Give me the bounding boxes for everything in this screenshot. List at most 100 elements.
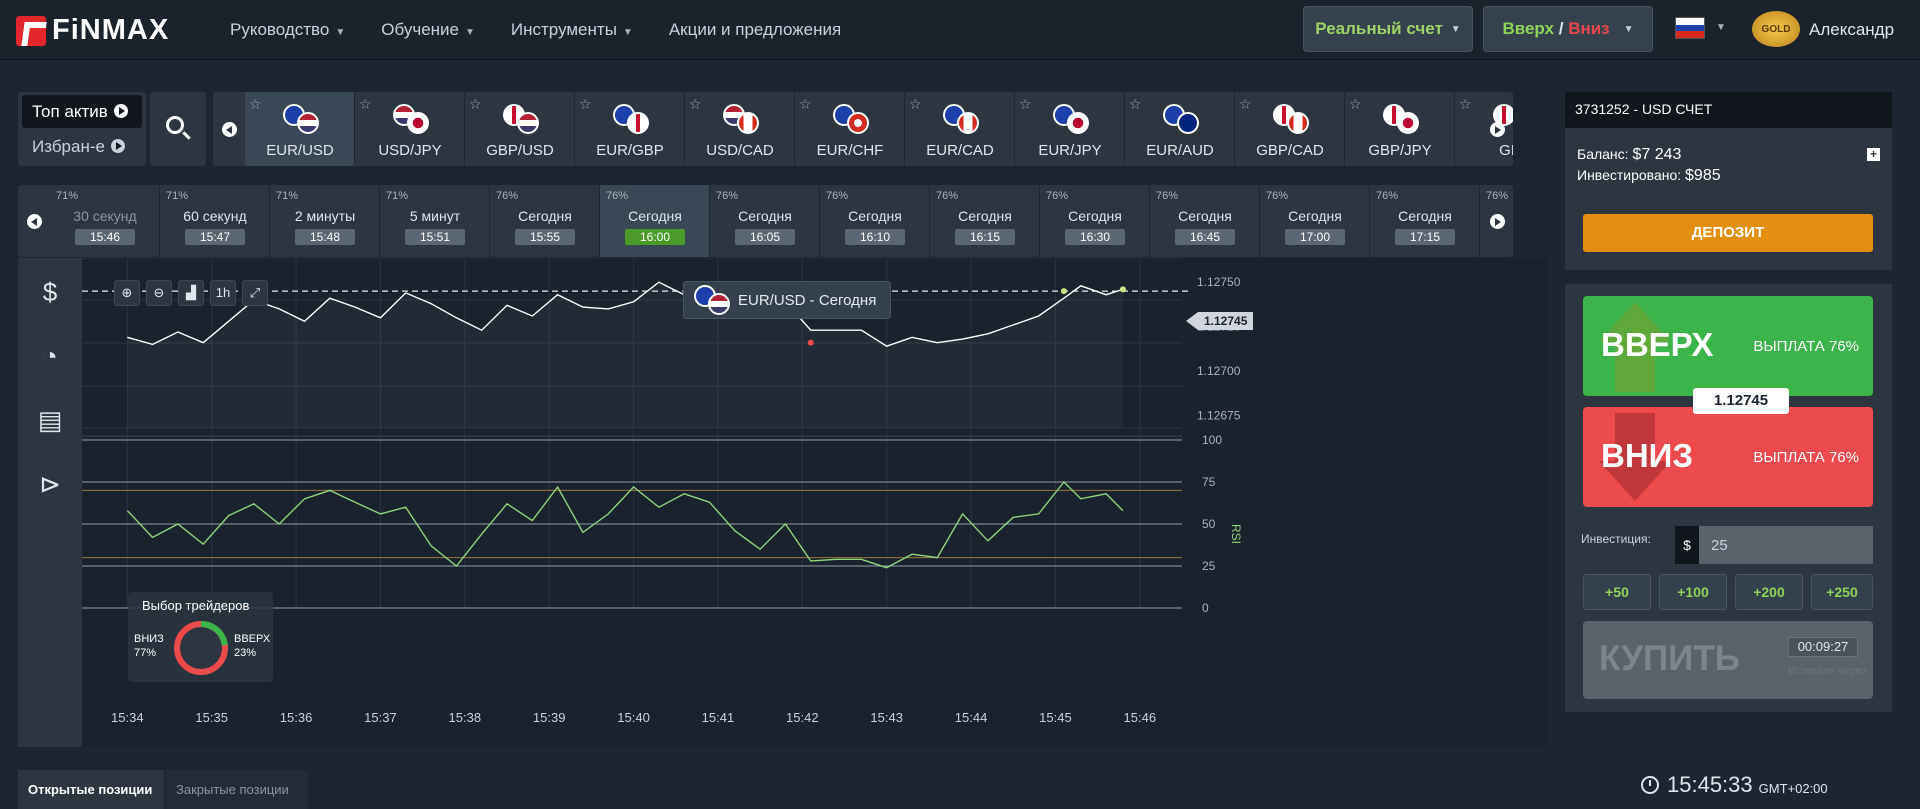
chevron-down-icon: ▼ (465, 27, 475, 38)
star-icon[interactable]: ☆ (469, 96, 482, 112)
nav-guide[interactable]: Руководство ▼ (230, 20, 346, 39)
star-icon[interactable]: ☆ (249, 96, 262, 112)
expiry-item[interactable]: 71% 60 секунд 15:47 (160, 185, 270, 257)
traders-down: ВНИЗ 77% (134, 633, 164, 659)
asset-name: EUR/GBP (596, 142, 664, 159)
username[interactable]: Александр (1809, 20, 1895, 39)
asset-name: GB (1499, 142, 1513, 159)
arrow-down-icon (1599, 461, 1671, 501)
time-tick-label: 15:42 (786, 710, 819, 725)
zoom-out-button[interactable]: ⊖ (146, 280, 172, 306)
expiry-item[interactable]: 76% Сегодня 16:15 (930, 185, 1040, 257)
asset-item[interactable]: ☆ GBP/USD (465, 92, 575, 166)
asset-name: EUR/JPY (1038, 142, 1102, 159)
currency-flags-icon (613, 104, 653, 136)
star-icon[interactable]: ☆ (579, 96, 592, 112)
put-down-button[interactable]: ВНИЗ ВЫПЛАТА 76% (1583, 407, 1873, 507)
asset-item[interactable]: ☆ GB (1455, 92, 1513, 166)
star-icon[interactable]: ☆ (1129, 96, 1142, 112)
expiry-item[interactable]: 76% Сегодня 17:15 (1370, 185, 1480, 257)
expiry-item[interactable]: 76% Сегодня 16:05 (710, 185, 820, 257)
star-icon[interactable]: ☆ (1459, 96, 1472, 112)
deposit-button[interactable]: ДЕПОЗИТ (1583, 214, 1873, 252)
star-icon[interactable]: ☆ (359, 96, 372, 112)
investment-input[interactable] (1699, 526, 1873, 564)
asset-list: ☆ EUR/USD ☆ USD/JPY ☆ GBP/USD ☆ EUR/GBP ☆ USD/CAD… (213, 92, 1513, 166)
quick-add-50-button[interactable]: +50 (1583, 574, 1651, 610)
expiry-item[interactable]: 71% 30 секунд 15:46 (50, 185, 160, 257)
asset-item[interactable]: ☆ EUR/JPY (1015, 92, 1125, 166)
clock-timezone: GMT+02:00 (1758, 780, 1828, 796)
quick-add-100-button[interactable]: +100 (1659, 574, 1727, 610)
arrow-up-icon (1599, 302, 1671, 342)
time-tick-label: 15:39 (533, 710, 566, 725)
arrow-left-icon (26, 213, 42, 229)
expiry-item[interactable]: 76% (1480, 185, 1513, 257)
expiry-time: 16:10 (845, 229, 905, 245)
asset-item[interactable]: ☆ EUR/GBP (575, 92, 685, 166)
buy-button[interactable]: КУПИТЬ 00:09:27 Истекает через (1583, 621, 1873, 699)
star-icon[interactable]: ☆ (689, 96, 702, 112)
tab-favorites[interactable]: Избран-е (22, 131, 142, 163)
quick-add-250-button[interactable]: +250 (1811, 574, 1873, 610)
eur-usd-flag-icon (694, 285, 730, 315)
asset-item[interactable]: ☆ GBP/CAD (1235, 92, 1345, 166)
rsi-tick-label: 50 (1202, 517, 1216, 531)
plus-icon[interactable]: + (1867, 148, 1880, 161)
tab-closed-positions[interactable]: Закрытые позиции (166, 770, 308, 809)
traders-choice-widget: Выбор трейдеров ВНИЗ 77% ВВЕРХ 23% (128, 592, 273, 682)
star-icon[interactable]: ☆ (1239, 96, 1252, 112)
asset-item[interactable]: ☆ USD/CAD (685, 92, 795, 166)
asset-item[interactable]: ☆ EUR/AUD (1125, 92, 1235, 166)
expiry-item[interactable]: 76% Сегодня 16:45 (1150, 185, 1260, 257)
traders-up: ВВЕРХ 23% (234, 633, 271, 659)
call-up-button[interactable]: ВВЕРХ ВЫПЛАТА 76% (1583, 296, 1873, 396)
expiry-time: 16:05 (735, 229, 795, 245)
language-flag-icon[interactable] (1675, 17, 1705, 39)
asset-name: GBP/CAD (1256, 142, 1324, 159)
tab-top-assets[interactable]: Топ актив (22, 95, 142, 128)
expiry-item[interactable]: 71% 5 минут 15:51 (380, 185, 490, 257)
account-type-button[interactable]: Реальный счет ▼ (1303, 6, 1473, 52)
asset-item[interactable]: ☆ EUR/CAD (905, 92, 1015, 166)
nav-education[interactable]: Обучение ▼ (381, 20, 475, 39)
star-icon[interactable]: ☆ (799, 96, 812, 112)
asset-name: USD/JPY (378, 142, 442, 159)
account-title: 3731252 - USD СЧЕТ (1565, 92, 1892, 128)
play-circle-icon[interactable]: ⊳ (39, 469, 61, 499)
tab-open-positions[interactable]: Открытые позиции (18, 770, 164, 809)
expiry-item[interactable]: 76% Сегодня 16:10 (820, 185, 930, 257)
coins-icon[interactable]: $ (42, 277, 58, 307)
price-chart[interactable]: 1.127501.127251.127001.126751007550250RS… (82, 258, 1548, 747)
expiry-item[interactable]: 76% Сегодня 15:55 (490, 185, 600, 257)
speedometer-icon[interactable]: ◔ (42, 341, 58, 371)
asset-item[interactable]: ☆ EUR/USD (245, 92, 355, 166)
logo[interactable]: FiNMAX (16, 14, 169, 47)
expiry-item[interactable]: 71% 2 минуты 15:48 (270, 185, 380, 257)
chevron-down-icon[interactable]: ▼ (1716, 22, 1726, 33)
quick-add-200-button[interactable]: +200 (1735, 574, 1803, 610)
expiry-next-button[interactable] (1481, 185, 1513, 257)
timeframe-button[interactable]: 1h (210, 280, 236, 306)
expiry-prev-button[interactable] (18, 185, 50, 257)
star-icon[interactable]: ☆ (1349, 96, 1362, 112)
expiry-item[interactable]: 76% Сегодня 16:00 (600, 185, 710, 257)
nav-promotions[interactable]: Акции и предложения (668, 20, 842, 39)
assets-prev-button[interactable] (213, 92, 245, 166)
asset-item[interactable]: ☆ USD/JPY (355, 92, 465, 166)
asset-item[interactable]: ☆ GBP/JPY (1345, 92, 1455, 166)
bar-chart-icon[interactable]: ▤ (37, 405, 63, 435)
zoom-in-button[interactable]: ⊕ (114, 280, 140, 306)
direction-filter-button[interactable]: Вверх / Вниз ▼ (1483, 6, 1653, 52)
indicator-button[interactable]: ⤢ (242, 280, 268, 306)
asset-item[interactable]: ☆ EUR/CHF (795, 92, 905, 166)
expiry-item[interactable]: 76% Сегодня 16:30 (1040, 185, 1150, 257)
star-icon[interactable]: ☆ (909, 96, 922, 112)
chart-type-button[interactable]: ▟ (178, 280, 204, 306)
currency-flags-icon (833, 104, 873, 136)
expiry-item[interactable]: 76% Сегодня 17:00 (1260, 185, 1370, 257)
asset-search-button[interactable] (150, 92, 206, 166)
search-icon (166, 116, 184, 134)
star-icon[interactable]: ☆ (1019, 96, 1032, 112)
nav-tools[interactable]: Инструменты ▼ (510, 20, 633, 39)
